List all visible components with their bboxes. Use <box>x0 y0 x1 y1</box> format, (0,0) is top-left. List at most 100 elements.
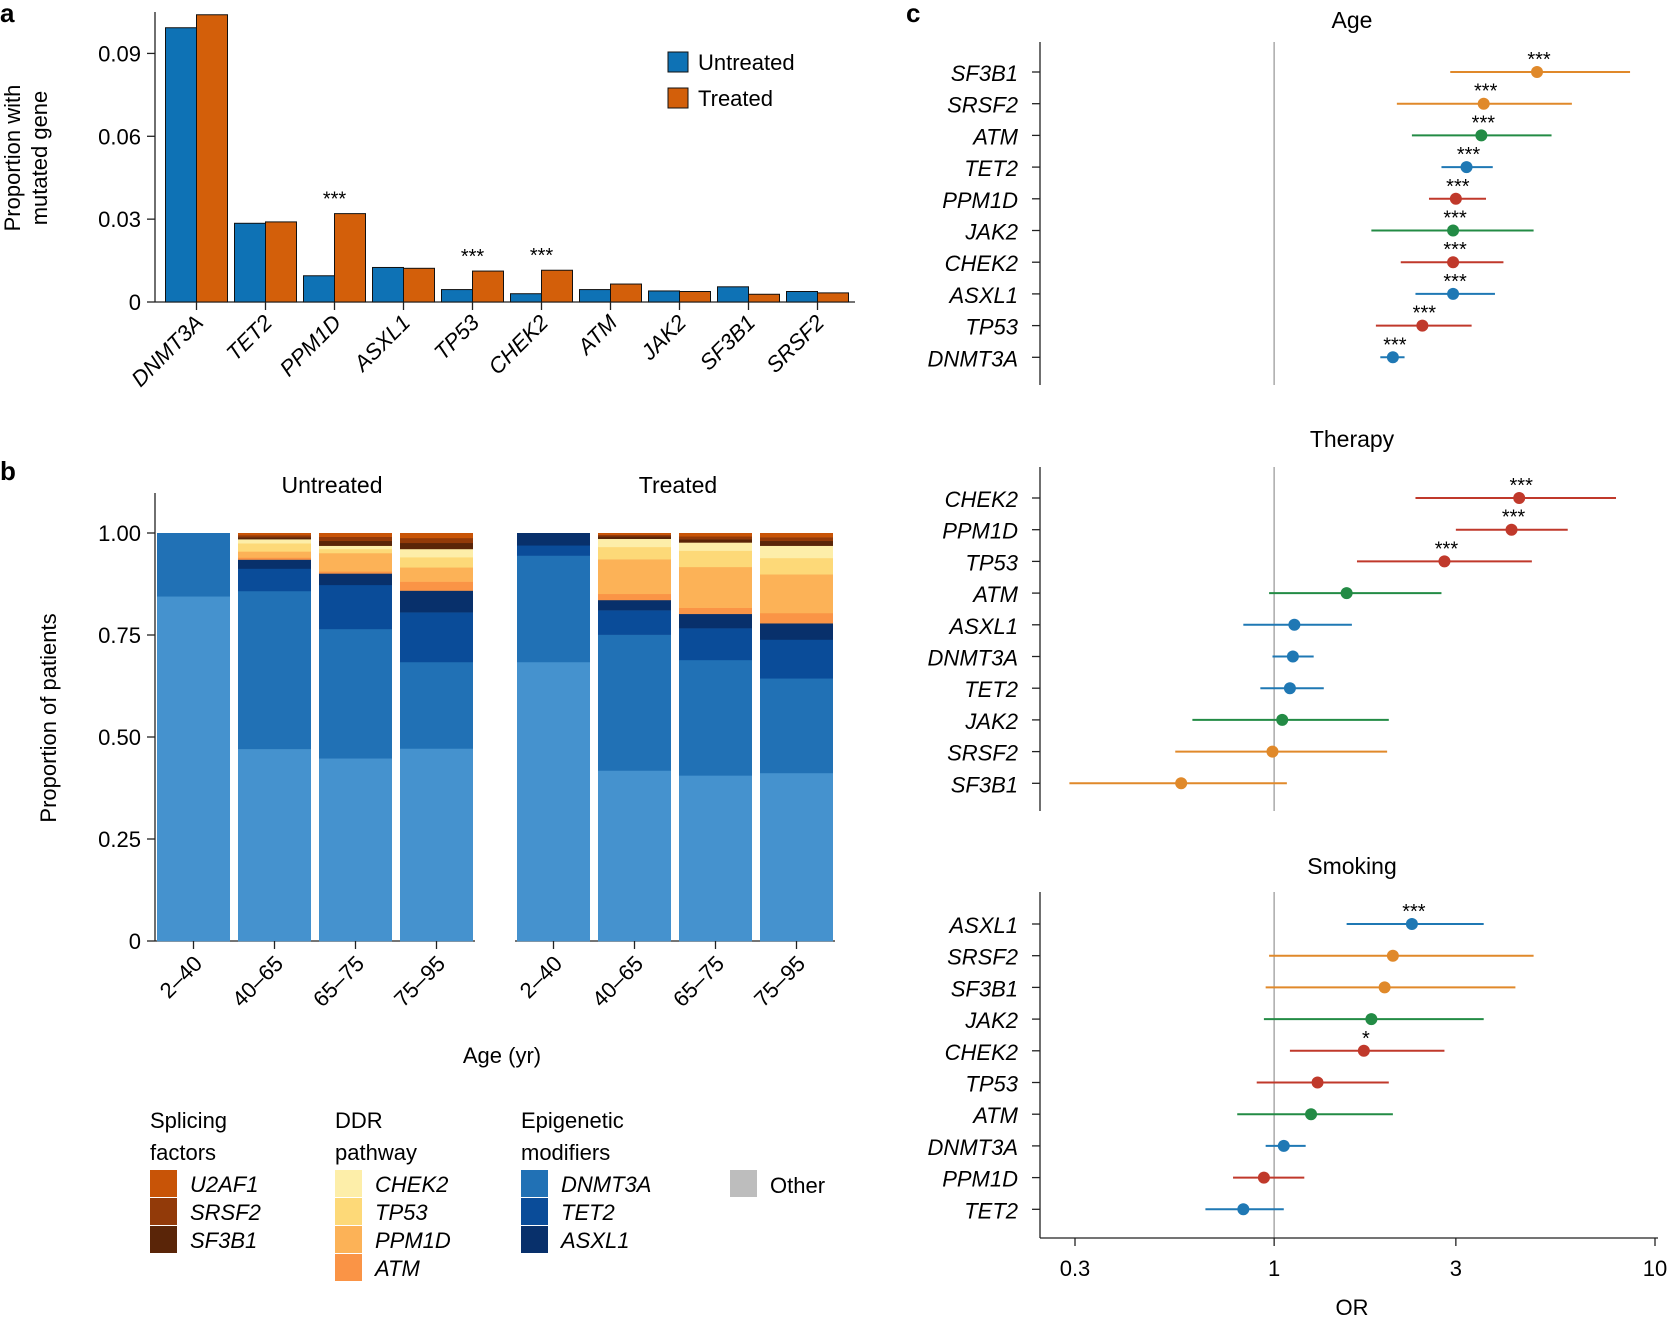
b-legend-swatch-ppm1d <box>335 1226 362 1253</box>
b-segment-tp53 <box>238 543 311 552</box>
c-gene-label: TP53 <box>965 315 1018 340</box>
c-point-tet2 <box>1460 161 1473 174</box>
b-ylabel: Proportion of patients <box>36 613 61 822</box>
b-xtick-label: 75–95 <box>749 951 810 1012</box>
c-gene-label: TET2 <box>964 156 1018 181</box>
b-segment-atm <box>319 571 392 574</box>
c-point-asxl1 <box>1288 618 1301 631</box>
a-bar-treated-atm <box>610 283 642 303</box>
a-bar-untreated-asxl1 <box>372 266 404 303</box>
c-point-sf3b1 <box>1175 777 1188 790</box>
c-xtick-label: 0.3 <box>1060 1256 1091 1281</box>
c-xtick-label: 1 <box>1268 1256 1280 1281</box>
c-significance: *** <box>1527 49 1551 71</box>
c-subpanel-title: Age <box>1332 7 1373 33</box>
b-segment-tet2 <box>760 678 833 774</box>
a-ylabel: Proportion withmutated gene <box>0 85 52 232</box>
c-gene-label: SRSF2 <box>947 93 1018 118</box>
b-segment-tp53 <box>679 550 752 568</box>
a-bar-treated-jak2 <box>679 291 711 303</box>
b-legend-swatch-srsf2 <box>150 1198 177 1225</box>
b-segment-srsf2 <box>598 534 671 537</box>
c-significance: *** <box>1446 176 1470 198</box>
b-segment-atm <box>400 581 473 591</box>
b-ytick-label: 0.25 <box>98 827 141 852</box>
b-segment-chek2 <box>319 545 392 550</box>
a-bar-treated-sf3b1 <box>748 293 780 303</box>
c-point-dnmt3a <box>1386 351 1399 364</box>
panel-letter-b: b <box>0 456 16 486</box>
panel-letter-a: a <box>0 0 15 28</box>
c-gene-label: SRSF2 <box>947 945 1018 970</box>
c-point-tp53 <box>1438 555 1451 568</box>
b-segment-asxl1b <box>517 533 590 546</box>
b-segment-dnmt3a <box>400 748 473 942</box>
b-legend-label: DNMT3A <box>561 1172 651 1197</box>
a-ytick-label: 0.03 <box>98 207 141 232</box>
b-segment-asxl1 <box>517 545 590 556</box>
c-gene-label: JAK2 <box>964 220 1018 245</box>
b-segment-ppm1d <box>400 567 473 582</box>
a-bar-untreated-tet2 <box>234 222 266 303</box>
b-segment-sf3b1 <box>598 536 671 540</box>
c-gene-label: SF3B1 <box>951 976 1018 1001</box>
b-segment-tp53 <box>400 557 473 568</box>
a-significance: *** <box>530 245 554 267</box>
b-xtick-label: 40–65 <box>587 951 648 1012</box>
a-bar-untreated-sf3b1 <box>717 286 749 303</box>
c-point-chek2 <box>1513 492 1526 504</box>
c-gene-label: DNMT3A <box>928 346 1018 371</box>
c-gene-label: TET2 <box>964 677 1018 702</box>
b-xlabel: Age (yr) <box>463 1043 541 1068</box>
b-ytick-label: 1.00 <box>98 521 141 546</box>
b-xtick-label: 65–75 <box>308 951 369 1012</box>
c-point-ppm1d <box>1449 192 1462 205</box>
b-segment-dnmt3a <box>319 758 392 942</box>
b-segment-u2af1 <box>319 533 392 537</box>
c-significance: *** <box>1474 81 1498 103</box>
b-legend-label: Other <box>770 1173 825 1198</box>
a-bar-treated-tet2 <box>265 221 297 303</box>
c-point-dnmt3a <box>1277 1139 1290 1152</box>
c-significance: *** <box>1502 507 1526 529</box>
c-point-jak2 <box>1365 1013 1378 1026</box>
b-segment-chek2 <box>238 539 311 544</box>
c-gene-label: ASXL1 <box>948 614 1019 639</box>
c-point-sf3b1 <box>1531 66 1544 78</box>
b-legend-swatch-dnmt3a <box>521 1170 548 1197</box>
b-xtick-label: 75–95 <box>389 951 450 1012</box>
b-segment-u2af1 <box>760 533 833 538</box>
c-point-tet2 <box>1283 682 1296 695</box>
b-segment-srsf2 <box>760 537 833 542</box>
b-ytick-label: 0 <box>129 929 141 954</box>
b-segment-dnmt3a <box>238 748 311 942</box>
c-significance: *** <box>1443 208 1467 230</box>
c-xlabel: OR <box>1336 1295 1369 1320</box>
b-segment-asxl1 <box>760 639 833 679</box>
c-significance: *** <box>1510 475 1534 497</box>
c-gene-label: ATM <box>971 1103 1018 1128</box>
b-segment-tet2 <box>517 555 590 663</box>
b-segment-atm <box>598 593 671 601</box>
b-legend-label: SRSF2 <box>190 1200 261 1225</box>
c-significance: *** <box>1383 334 1407 356</box>
b-segment-tet2 <box>157 533 230 597</box>
b-segment-sf3b1 <box>238 537 311 540</box>
b-legend-label: ASXL1 <box>559 1228 630 1253</box>
b-segment-ppm1d <box>319 552 392 572</box>
b-legend-label: PPM1D <box>375 1228 451 1253</box>
b-legend-swatch-tet2 <box>521 1198 548 1225</box>
a-legend-label: Treated <box>698 86 773 111</box>
b-segment-sf3b1 <box>400 542 473 550</box>
b-legend-label: U2AF1 <box>190 1172 258 1197</box>
b-legend-group-title: DDR <box>335 1108 383 1133</box>
c-point-ppm1d <box>1257 1171 1270 1184</box>
c-point-tp53 <box>1311 1076 1324 1089</box>
b-segment-dnmt3a <box>598 770 671 942</box>
c-significance: *** <box>1413 303 1437 325</box>
b-segment-sf3b1 <box>679 539 752 543</box>
a-bar-untreated-jak2 <box>648 290 680 303</box>
c-gene-label: TET2 <box>964 1198 1018 1223</box>
a-bar-treated-srsf2 <box>817 292 849 303</box>
b-segment-asxl1 <box>598 610 671 635</box>
